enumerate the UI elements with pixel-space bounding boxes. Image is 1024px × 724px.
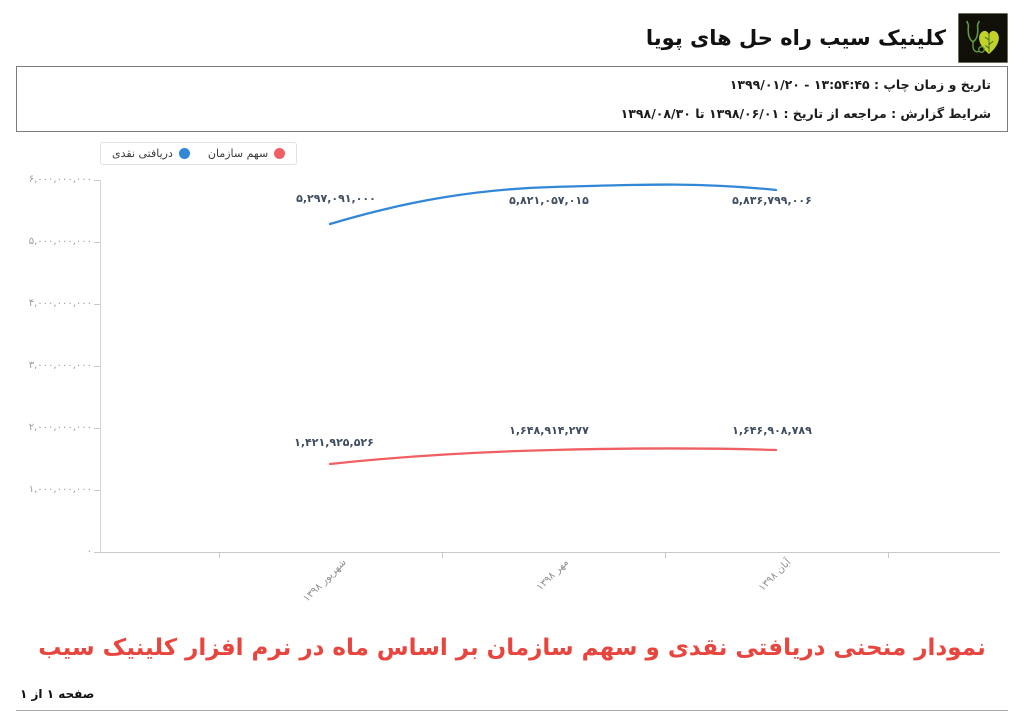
- org-series-line: [328, 447, 778, 466]
- data-label-cash-0: ۵,۲۹۷,۰۹۱,۰۰۰: [296, 192, 376, 205]
- legend-label-org: سهم سازمان: [207, 147, 269, 160]
- org-series-marker-icon: [274, 148, 286, 159]
- x-axis-label: آبان ۱۳۹۸: [757, 557, 794, 594]
- chart-caption: نمودار منحنی دریافتی نقدی و سهم سازمان ب…: [38, 635, 986, 661]
- y-axis-label: ۲,۰۰۰,۰۰۰,۰۰۰: [28, 422, 92, 433]
- x-axis-label: شهریور ۱۳۹۸: [301, 557, 349, 605]
- y-axis-label: ۵,۰۰۰,۰۰۰,۰۰۰: [28, 236, 92, 247]
- footer-divider: [16, 710, 1008, 711]
- clinic-logo-icon: [958, 13, 1008, 63]
- data-label-org-2: ۱,۶۴۶,۹۰۸,۷۸۹: [732, 424, 812, 437]
- report-conditions-line: شرایط گزارش : مراجعه از تاریخ : ۱۳۹۸/۰۶/…: [620, 106, 991, 121]
- report-header: کلینیک سیب راه حل های پویا: [646, 13, 1008, 63]
- data-label-org-1: ۱,۶۴۸,۹۱۴,۲۷۷: [509, 424, 589, 437]
- x-axis-label: مهر ۱۳۹۸: [534, 557, 571, 594]
- page-number: صفحه ۱ از ۱: [20, 687, 95, 701]
- y-axis-label: ۰: [86, 546, 92, 557]
- legend-item-org[interactable]: سهم سازمان: [207, 147, 286, 160]
- y-axis-label: ۳,۰۰۰,۰۰۰,۰۰۰: [28, 360, 92, 371]
- chart-legend: دریافتی نقدی سهم سازمان: [100, 142, 298, 165]
- legend-item-cash[interactable]: دریافتی نقدی: [112, 147, 190, 160]
- y-axis-label: ۱,۰۰۰,۰۰۰,۰۰۰: [28, 484, 92, 495]
- clinic-title: کلینیک سیب راه حل های پویا: [645, 26, 946, 50]
- y-axis-label: ۴,۰۰۰,۰۰۰,۰۰۰: [28, 298, 92, 309]
- data-label-cash-1: ۵,۸۲۱,۰۵۷,۰۱۵: [509, 194, 589, 207]
- print-datetime-line: تاریخ و زمان چاپ : ۱۳:۵۴:۴۵ - ۱۳۹۹/۰۱/۲۰: [729, 77, 991, 92]
- cash-series-marker-icon: [178, 148, 190, 159]
- y-axis-label: ۶,۰۰۰,۰۰۰,۰۰۰: [28, 174, 92, 185]
- data-label-org-0: ۱,۴۲۱,۹۲۵,۵۲۶: [294, 436, 374, 449]
- report-info-box: تاریخ و زمان چاپ : ۱۳:۵۴:۴۵ - ۱۳۹۹/۰۱/۲۰…: [16, 66, 1008, 132]
- legend-label-cash: دریافتی نقدی: [112, 147, 173, 160]
- data-label-cash-2: ۵,۸۳۶,۷۹۹,۰۰۶: [732, 194, 812, 207]
